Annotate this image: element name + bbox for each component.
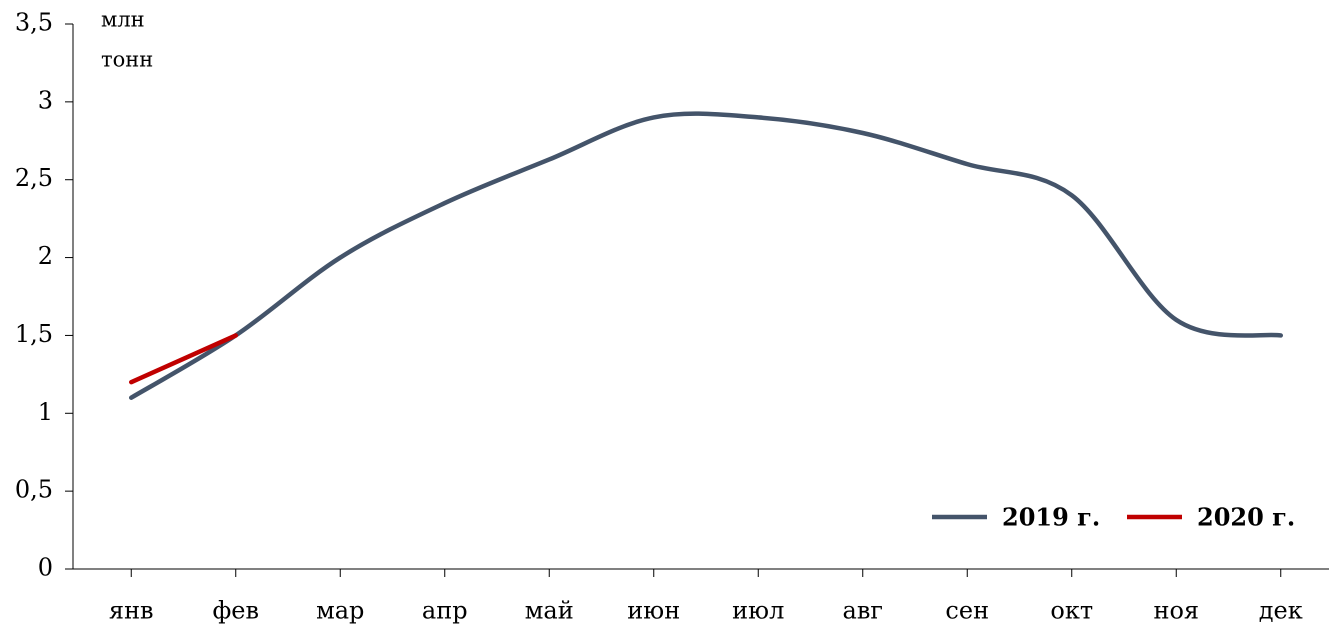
y-tick-label: 0,5 (15, 476, 53, 504)
x-tick-label: ноя (1153, 597, 1199, 625)
y-tick-label: 2 (38, 242, 53, 270)
y-axis-label: тонн (101, 48, 153, 72)
x-tick-label: сен (945, 597, 989, 625)
legend-label: 2020 г. (1197, 503, 1295, 532)
series-line (129, 333, 238, 385)
x-tick-label: июл (732, 597, 784, 625)
x-tick-label: май (525, 597, 574, 625)
x-tick-label: авг (843, 597, 883, 625)
series-line (129, 111, 1283, 400)
x-tick-label: дек (1259, 597, 1303, 625)
x-tick-label: апр (422, 597, 468, 625)
x-tick-label: окт (1050, 597, 1093, 625)
legend-label: 2019 г. (1002, 503, 1100, 532)
y-tick-label: 2,5 (15, 164, 53, 192)
y-axis-label: млн (101, 8, 145, 32)
y-tick-label: 0 (38, 554, 53, 582)
y-tick-label: 1,5 (15, 320, 53, 348)
x-tick-label: фев (213, 597, 260, 625)
x-tick-label: мар (316, 597, 364, 625)
x-tick-label: июн (627, 597, 680, 625)
y-tick-label: 3 (38, 86, 53, 114)
y-tick-label: 3,5 (15, 9, 53, 37)
x-tick-label: янв (109, 597, 154, 625)
y-tick-label: 1 (38, 398, 53, 426)
